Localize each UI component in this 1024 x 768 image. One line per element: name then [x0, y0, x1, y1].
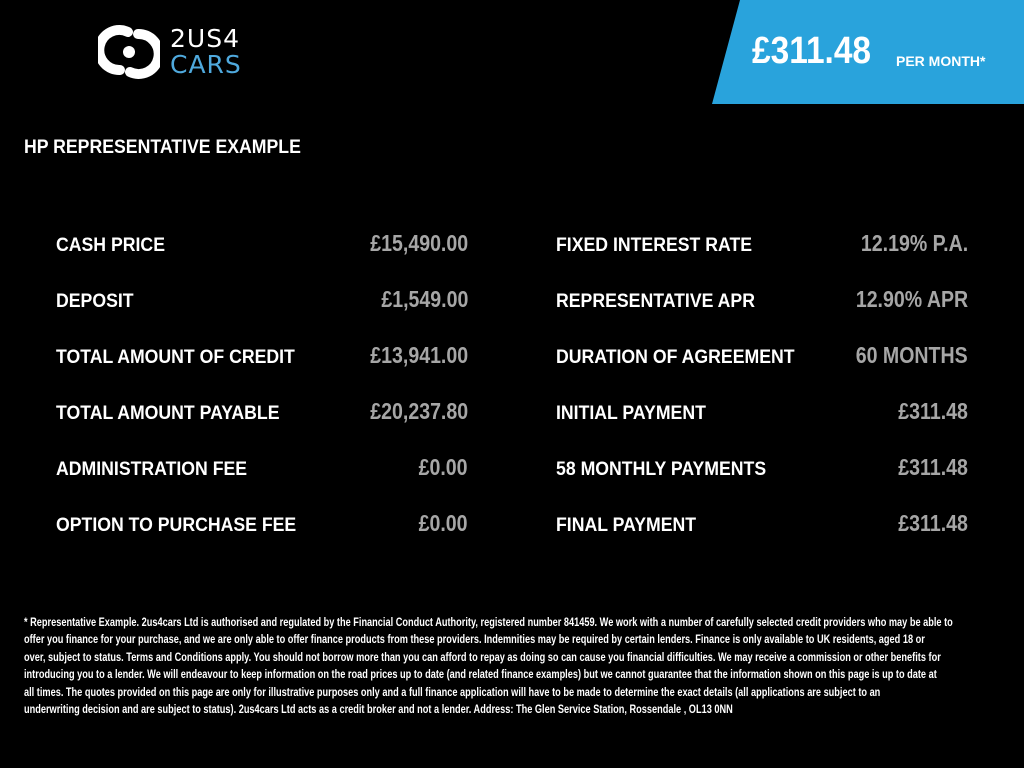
finance-row: DEPOSIT £1,549.00 — [56, 286, 468, 316]
finance-label: ADMINISTRATION FEE — [56, 459, 248, 480]
finance-value: £0.00 — [419, 510, 468, 536]
disclaimer-line: introducing you to a lender. We will end… — [24, 669, 937, 682]
finance-value: 12.19% P.A. — [860, 230, 968, 256]
finance-value: 12.90% APR — [855, 286, 968, 312]
disclaimer: * Representative Example. 2us4cars Ltd i… — [24, 615, 1024, 719]
finance-row: FINAL PAYMENT £311.48 — [556, 510, 968, 540]
finance-row: TOTAL AMOUNT OF CREDIT £13,941.00 — [56, 342, 468, 372]
finance-label: OPTION TO PURCHASE FEE — [56, 515, 297, 536]
finance-row: INITIAL PAYMENT £311.48 — [556, 398, 968, 428]
finance-row: TOTAL AMOUNT PAYABLE £20,237.80 — [56, 398, 468, 428]
finance-label: DURATION OF AGREEMENT — [556, 347, 795, 368]
brand-line2: CARS — [170, 50, 242, 79]
per-month-label: PER MONTH* — [896, 53, 986, 69]
finance-value: 60 MONTHS — [856, 342, 968, 368]
finance-row: DURATION OF AGREEMENT 60 MONTHS — [556, 342, 968, 372]
finance-label: INITIAL PAYMENT — [556, 403, 706, 424]
finance-label: TOTAL AMOUNT OF CREDIT — [56, 347, 295, 368]
disclaimer-line: offer you finance for your purchase, and… — [24, 634, 925, 647]
finance-label: 58 MONTHLY PAYMENTS — [556, 459, 767, 480]
finance-label: FIXED INTEREST RATE — [556, 235, 753, 256]
finance-row: OPTION TO PURCHASE FEE £0.00 — [56, 510, 468, 540]
finance-value: £20,237.80 — [370, 398, 468, 424]
finance-row: REPRESENTATIVE APR 12.90% APR — [556, 286, 968, 316]
finance-label: FINAL PAYMENT — [556, 515, 697, 536]
finance-value: £13,941.00 — [370, 342, 468, 368]
finance-value: £0.00 — [419, 454, 468, 480]
finance-label: TOTAL AMOUNT PAYABLE — [56, 403, 280, 424]
finance-value: £1,549.00 — [381, 286, 468, 312]
finance-label: REPRESENTATIVE APR — [556, 291, 755, 312]
monthly-price-banner — [712, 0, 1024, 104]
finance-value: £311.48 — [898, 510, 968, 536]
brand-line1: 2US4 — [170, 24, 240, 53]
disclaimer-line: * Representative Example. 2us4cars Ltd i… — [24, 617, 953, 629]
finance-row: FIXED INTEREST RATE 12.19% P.A. — [556, 230, 968, 260]
monthly-price: £311.48 — [752, 30, 872, 72]
logo-mark-icon — [98, 25, 160, 79]
disclaimer-line: all times. The quotes provided on this p… — [24, 686, 881, 699]
brand-logo: 2US4 CARS — [98, 24, 242, 80]
finance-value: £15,490.00 — [370, 230, 468, 256]
finance-label: DEPOSIT — [56, 291, 134, 312]
page-title: HP REPRESENTATIVE EXAMPLE — [24, 137, 301, 158]
finance-value: £311.48 — [898, 398, 968, 424]
finance-row: ADMINISTRATION FEE £0.00 — [56, 454, 468, 484]
disclaimer-line: underwriting decision and are subject to… — [24, 704, 733, 717]
finance-value: £311.48 — [898, 454, 968, 480]
finance-row: 58 MONTHLY PAYMENTS £311.48 — [556, 454, 968, 484]
finance-row: CASH PRICE £15,490.00 — [56, 230, 468, 260]
disclaimer-line: over, subject to status. Terms and Condi… — [24, 651, 941, 664]
finance-label: CASH PRICE — [56, 235, 165, 256]
